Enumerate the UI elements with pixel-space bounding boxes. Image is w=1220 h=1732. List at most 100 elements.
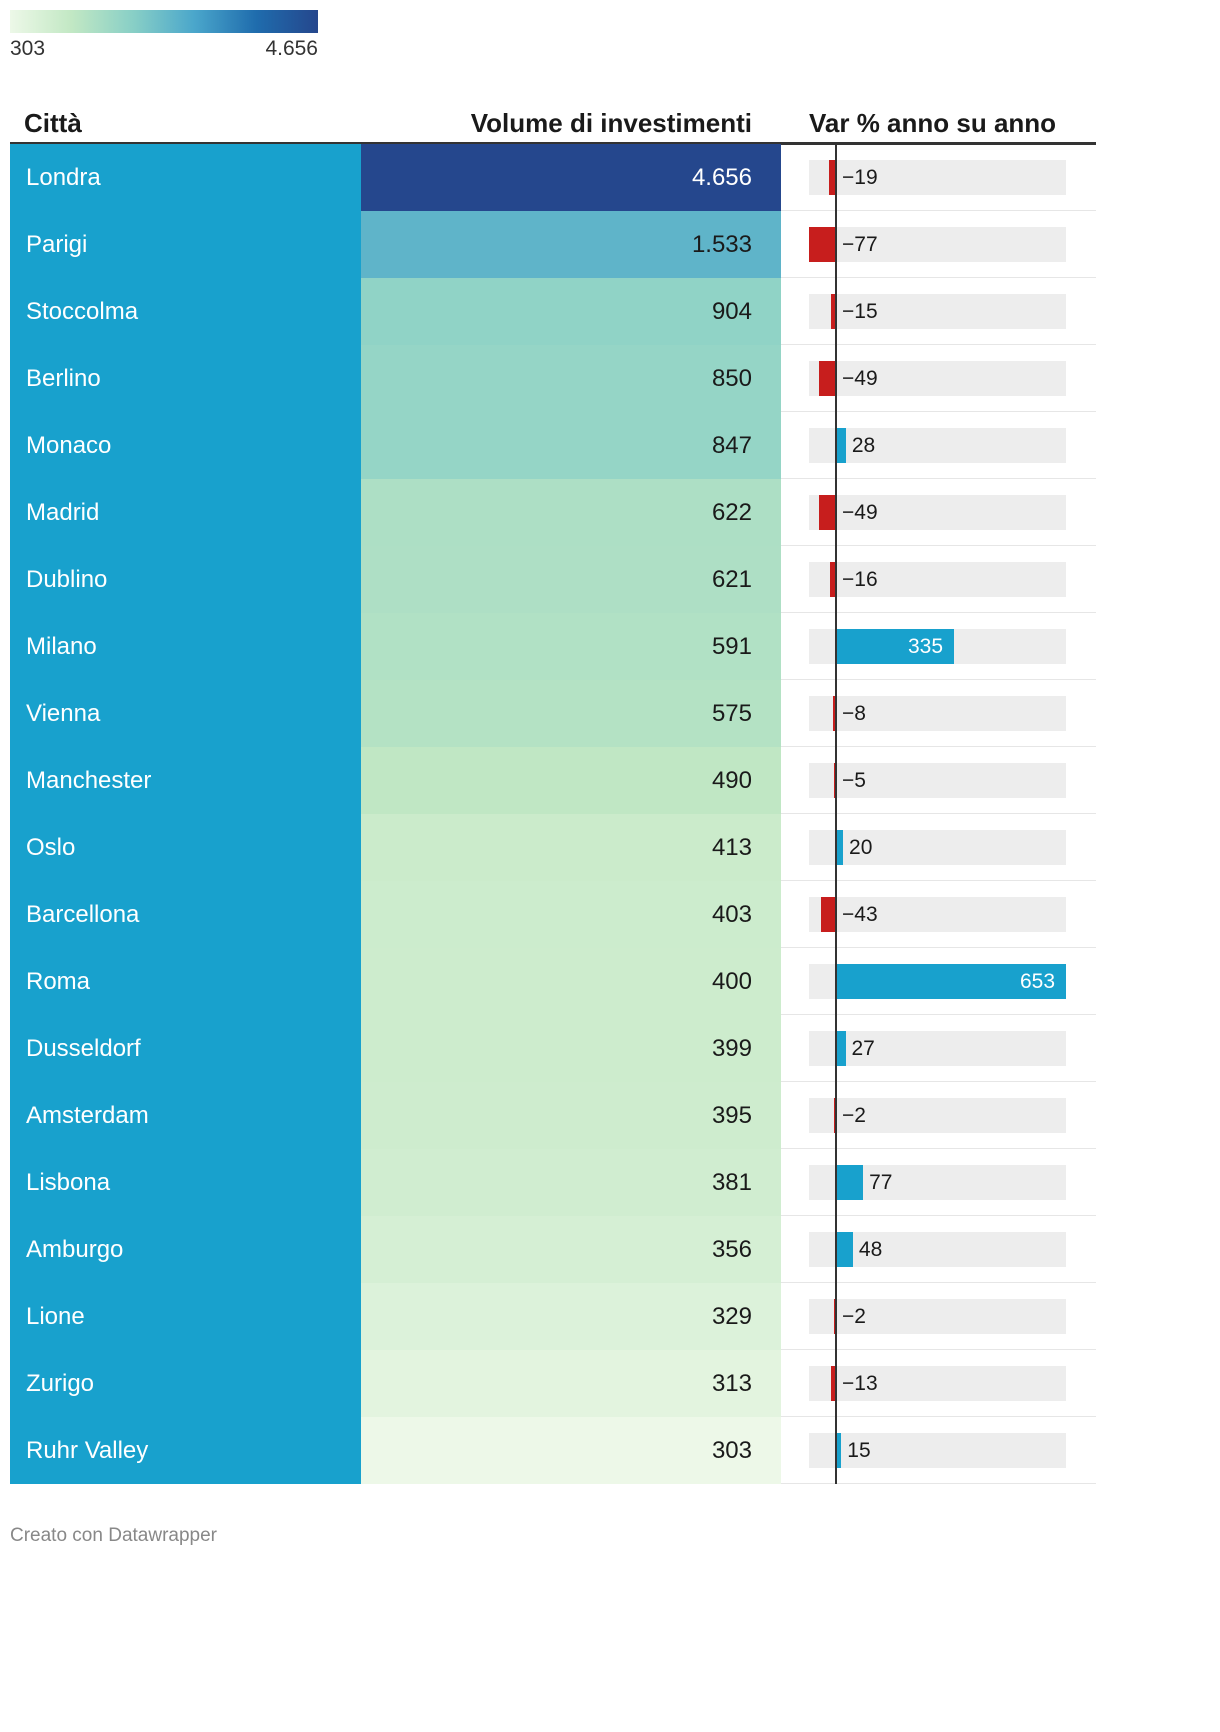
var-bar-track: 653 <box>809 964 1066 999</box>
var-bar <box>818 495 836 530</box>
table-row: Amburgo 356 48 <box>10 1216 1096 1283</box>
cell-volume: 575 <box>361 680 781 747</box>
var-label: −19 <box>842 166 878 189</box>
table-row: Madrid 622 −49 <box>10 479 1096 546</box>
cell-city: Monaco <box>10 412 361 479</box>
table-row: Lione 329 −2 <box>10 1283 1096 1350</box>
table-row: Ruhr Valley 303 15 <box>10 1417 1096 1484</box>
var-bar-track: 77 <box>809 1165 1066 1200</box>
cell-volume: 399 <box>361 1015 781 1082</box>
color-legend: 303 4.656 <box>10 10 318 63</box>
var-label: −13 <box>842 1372 878 1395</box>
var-zero-axis <box>835 144 837 1484</box>
var-label: 28 <box>851 434 876 457</box>
cell-volume: 850 <box>361 345 781 412</box>
var-label: −49 <box>842 367 878 390</box>
var-label: −43 <box>842 903 878 926</box>
cell-volume: 621 <box>361 546 781 613</box>
cell-volume: 591 <box>361 613 781 680</box>
cell-volume: 381 <box>361 1149 781 1216</box>
var-bar <box>809 227 836 262</box>
var-bar-track: −77 <box>809 227 1066 262</box>
var-bar <box>836 629 954 664</box>
var-bar-track: −16 <box>809 562 1066 597</box>
cell-city: Zurigo <box>10 1350 361 1417</box>
var-bar-track: −13 <box>809 1366 1066 1401</box>
var-bar-track: −15 <box>809 294 1066 329</box>
cell-volume: 904 <box>361 278 781 345</box>
cell-volume: 400 <box>361 948 781 1015</box>
cell-volume: 4.656 <box>361 144 781 211</box>
cell-city: Vienna <box>10 680 361 747</box>
var-bar-track: 48 <box>809 1232 1066 1267</box>
footer-credit: Creato con Datawrapper <box>10 1525 217 1546</box>
table-row: Monaco 847 28 <box>10 412 1096 479</box>
cell-volume: 356 <box>361 1216 781 1283</box>
cell-city: Parigi <box>10 211 361 278</box>
table-row: Oslo 413 20 <box>10 814 1096 881</box>
var-bar-track: −8 <box>809 696 1066 731</box>
table-row: Amsterdam 395 −2 <box>10 1082 1096 1149</box>
var-bar <box>831 1366 836 1401</box>
cell-city: Ruhr Valley <box>10 1417 361 1484</box>
var-label: −77 <box>842 233 878 256</box>
var-bar <box>836 1433 842 1468</box>
table-row: Londra 4.656 −19 <box>10 144 1096 211</box>
var-bar-track: 20 <box>809 830 1066 865</box>
table-row: Barcellona 403 −43 <box>10 881 1096 948</box>
table-row: Parigi 1.533 −77 <box>10 211 1096 278</box>
var-bar-track: −2 <box>809 1098 1066 1133</box>
var-bar-track: 15 <box>809 1433 1066 1468</box>
cell-volume: 303 <box>361 1417 781 1484</box>
cell-city: Oslo <box>10 814 361 881</box>
cell-city: Stoccolma <box>10 278 361 345</box>
cell-volume: 313 <box>361 1350 781 1417</box>
var-label: −15 <box>842 300 878 323</box>
var-bar-track: −2 <box>809 1299 1066 1334</box>
var-bar-track: −49 <box>809 361 1066 396</box>
cell-volume: 329 <box>361 1283 781 1350</box>
var-bar <box>833 696 836 731</box>
var-label: 48 <box>858 1238 883 1261</box>
cell-city: Amsterdam <box>10 1082 361 1149</box>
var-bar <box>830 562 836 597</box>
cell-city: Roma <box>10 948 361 1015</box>
cell-volume: 490 <box>361 747 781 814</box>
table-row: Stoccolma 904 −15 <box>10 278 1096 345</box>
var-label: −2 <box>842 1104 866 1127</box>
var-bar-track: −5 <box>809 763 1066 798</box>
cell-city: Londra <box>10 144 361 211</box>
var-label: −2 <box>842 1305 866 1328</box>
var-bar <box>836 1031 846 1066</box>
cell-city: Dublino <box>10 546 361 613</box>
var-label: −5 <box>842 769 866 792</box>
header-city: Città <box>24 108 82 138</box>
cell-city: Lione <box>10 1283 361 1350</box>
var-bar-track: 28 <box>809 428 1066 463</box>
cell-city: Milano <box>10 613 361 680</box>
var-bar-track: 27 <box>809 1031 1066 1066</box>
var-bar-track: −43 <box>809 897 1066 932</box>
table-row: Dusseldorf 399 27 <box>10 1015 1096 1082</box>
legend-min-label: 303 <box>10 37 46 60</box>
var-bar <box>829 160 836 195</box>
var-label: 15 <box>847 1439 871 1462</box>
var-bar <box>830 294 836 329</box>
table-row: Manchester 490 −5 <box>10 747 1096 814</box>
data-table: Londra 4.656 −19 Parigi 1.533 −77 Stoccolma 904… <box>10 144 1096 1484</box>
table-row: Vienna 575 −8 <box>10 680 1096 747</box>
table-row: Berlino 850 −49 <box>10 345 1096 412</box>
cell-volume: 847 <box>361 412 781 479</box>
header-volume: Volume di investimenti <box>470 108 752 138</box>
table-row: Lisbona 381 77 <box>10 1149 1096 1216</box>
cell-volume: 413 <box>361 814 781 881</box>
cell-city: Amburgo <box>10 1216 361 1283</box>
cell-city: Berlino <box>10 345 361 412</box>
var-label: 27 <box>851 1037 875 1060</box>
cell-volume: 403 <box>361 881 781 948</box>
var-bar-track: 335 <box>809 629 1066 664</box>
table-row: Roma 400 653 <box>10 948 1096 1015</box>
var-bar <box>820 897 836 932</box>
cell-city: Lisbona <box>10 1149 361 1216</box>
table-row: Dublino 621 −16 <box>10 546 1096 613</box>
